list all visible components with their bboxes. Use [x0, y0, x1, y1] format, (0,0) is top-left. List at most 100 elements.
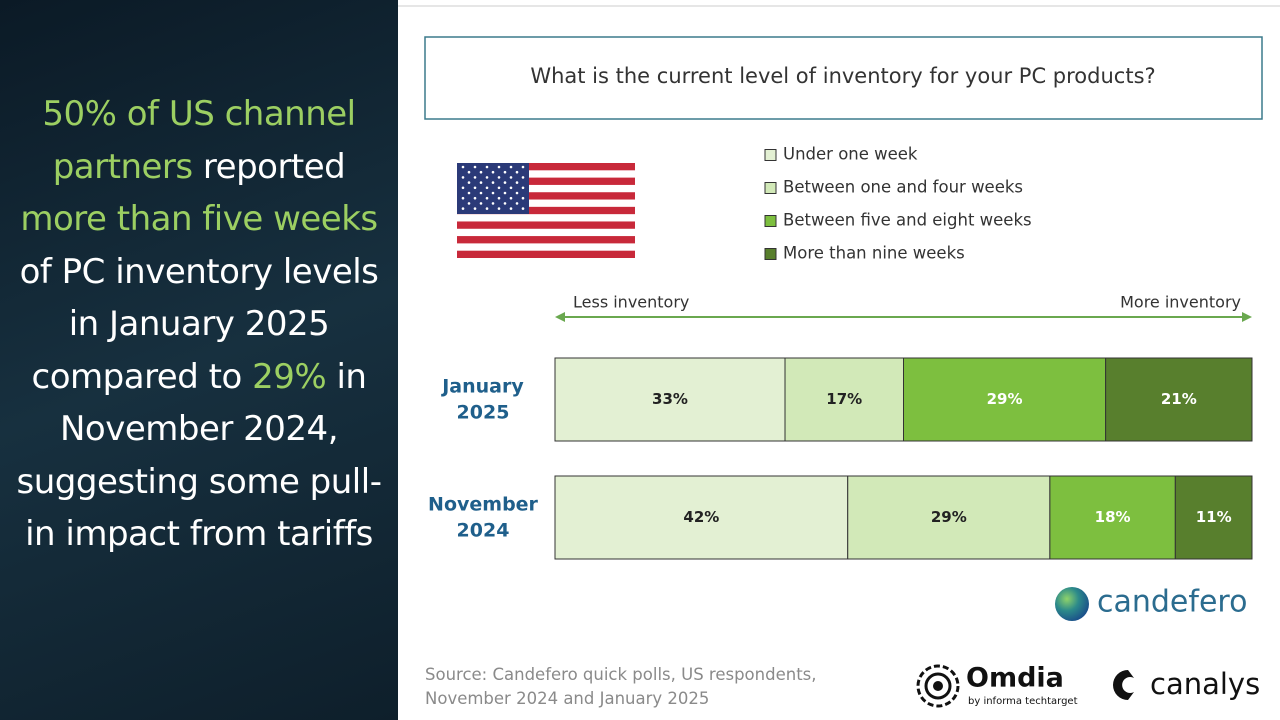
- flag-star: [509, 165, 513, 169]
- omdia-logo: Omdia by informa techtarget: [916, 663, 1078, 708]
- candefero-text: candefero: [1097, 585, 1247, 620]
- category-label: January 2025: [440, 375, 524, 423]
- bar-segment: [554, 475, 849, 560]
- flag-star: [521, 207, 525, 210]
- flag-star: [515, 181, 519, 184]
- bar-segment: [1174, 475, 1253, 560]
- legend-label: Between five and eight weeks: [783, 211, 1032, 230]
- flag-star: [461, 176, 465, 179]
- flag-star: [479, 202, 483, 205]
- flag-star: [485, 207, 489, 210]
- flag-star: [491, 191, 495, 195]
- flag-star: [491, 170, 495, 174]
- flag-star: [515, 191, 519, 195]
- flag-star: [467, 202, 471, 205]
- left-panel: 50% of US channel partners reported more…: [0, 0, 398, 720]
- value-label: 33%: [652, 390, 688, 408]
- flag-star: [515, 170, 519, 174]
- flag-star: [485, 165, 489, 169]
- flag-star: [467, 191, 471, 195]
- flag-star: [497, 196, 501, 200]
- headline-segment: in November 2024, suggesting some pull-i…: [16, 356, 382, 555]
- headline-segment: more than five weeks: [20, 199, 378, 239]
- flag-star: [467, 170, 471, 174]
- flag-star: [521, 186, 525, 190]
- omdia-text: Omdia: [966, 663, 1064, 694]
- flag-star: [479, 181, 483, 184]
- flag-star: [509, 207, 513, 210]
- us-flag: [457, 163, 635, 258]
- flag-star: [509, 196, 513, 200]
- flag-star: [479, 191, 483, 195]
- flag-star: [509, 176, 513, 179]
- flag-star: [461, 186, 465, 190]
- flag-stripe: [457, 192, 635, 200]
- source: Source: Candefero quick polls, US respon…: [425, 665, 817, 708]
- arrow-head: [1242, 312, 1252, 322]
- flag-star: [491, 202, 495, 205]
- flag-star: [503, 202, 507, 205]
- flag-star: [503, 191, 507, 195]
- flag-star: [509, 186, 513, 190]
- title-box: [424, 36, 1263, 120]
- value-label: 29%: [987, 390, 1023, 408]
- headline-segment: 50% of US channel partners: [42, 94, 356, 187]
- legend-swatch: [764, 215, 777, 227]
- flag-star: [473, 207, 477, 210]
- flag-star: [521, 165, 525, 169]
- value-label: 11%: [1196, 508, 1232, 526]
- flag-star: [461, 207, 465, 210]
- headline-segment: reported: [192, 146, 346, 187]
- canalys-logo: canalys: [1113, 667, 1260, 701]
- flag-stripe: [457, 221, 635, 229]
- bar-segment: [847, 475, 1051, 560]
- bar-segment: [1049, 475, 1176, 560]
- flag-star: [467, 181, 471, 184]
- flag-star: [503, 170, 507, 174]
- flag-star: [473, 196, 477, 200]
- legend-swatch: [764, 149, 777, 161]
- bar-segment: [554, 357, 786, 442]
- flag-star: [473, 176, 477, 179]
- headline-segment: of PC inventory levels in January 2025 c…: [19, 251, 379, 397]
- arrow-head: [555, 312, 565, 322]
- legend-swatch: [764, 182, 777, 194]
- candefero-logo: candefero: [1055, 585, 1247, 621]
- flag-star: [497, 165, 501, 169]
- flag-star: [485, 186, 489, 190]
- headline-segment: 29%: [252, 356, 327, 397]
- bar-segment: [903, 357, 1107, 442]
- flag-star: [515, 202, 519, 205]
- legend-swatch: [764, 248, 777, 260]
- chart-title: What is the current level of inventory f…: [530, 64, 1155, 88]
- bar-segment: [784, 357, 905, 442]
- legend: Under one week Between one and four weeks…: [764, 145, 1032, 263]
- flag-star: [503, 181, 507, 184]
- legend-label: Between one and four weeks: [783, 178, 1023, 197]
- flag-star: [461, 165, 465, 169]
- flag-star: [485, 196, 489, 200]
- legend-label: Under one week: [783, 145, 918, 164]
- more-label: More inventory: [1120, 293, 1241, 312]
- flag-star: [473, 186, 477, 190]
- flag-star: [497, 176, 501, 179]
- value-label: 21%: [1161, 390, 1197, 408]
- flag-star: [479, 170, 483, 174]
- less-label: Less inventory: [573, 293, 689, 312]
- canalys-text: canalys: [1150, 667, 1260, 701]
- value-label: 17%: [826, 390, 862, 408]
- flag-stripe: [457, 250, 635, 258]
- flag-star: [521, 176, 525, 179]
- flag-star: [497, 207, 501, 210]
- flag-star: [485, 176, 489, 179]
- legend-label: More than nine weeks: [783, 244, 965, 263]
- value-label: 42%: [683, 508, 719, 526]
- category-label: November 2024: [428, 493, 539, 541]
- bar-segment: [1105, 357, 1253, 442]
- value-label: 29%: [931, 508, 967, 526]
- flag-stripe: [457, 206, 635, 215]
- flag-star: [473, 165, 477, 169]
- headline: 50% of US channel partners reported more…: [10, 88, 388, 561]
- flag-star: [491, 181, 495, 184]
